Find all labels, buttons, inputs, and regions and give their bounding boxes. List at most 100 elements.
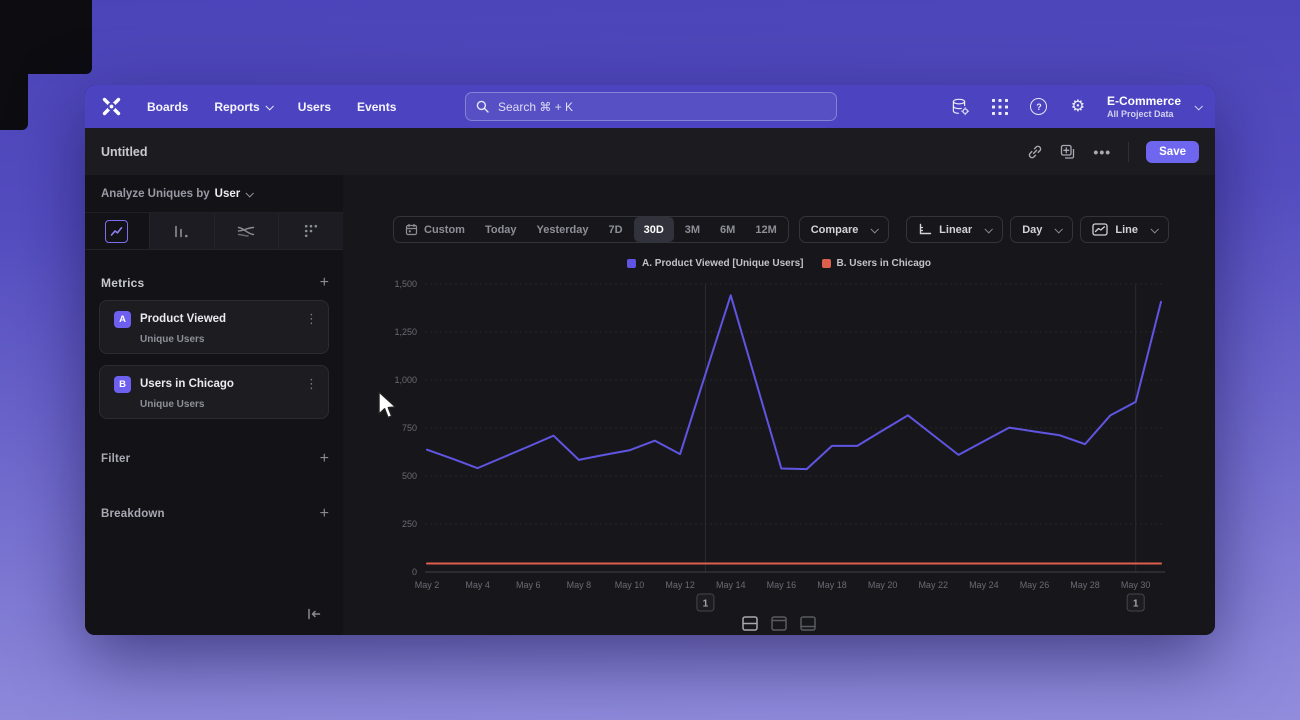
viz-type-tabs [85,212,343,250]
layout-toggle-bottom-view[interactable] [799,615,817,632]
chevron-down-icon [245,189,255,198]
more-icon[interactable]: ••• [1093,143,1112,160]
mixpanel-logo-icon[interactable] [100,95,123,118]
chevron-down-icon [1150,224,1159,234]
title-actions: ••• Save [1027,140,1215,163]
y-tick-label: 1,250 [394,327,417,337]
apps-grid-icon[interactable] [990,97,1010,117]
metrics-list: A Product Viewed Unique Users ⋮ B Users in Ch… [99,300,329,430]
chevron-down-icon [1054,224,1064,234]
settings-gear-icon[interactable]: ⚙ [1070,97,1086,115]
y-tick-label: 1,000 [394,375,417,385]
nav-left: Boards Reports Users Events [85,95,396,118]
date-range-custom[interactable]: Custom [395,217,475,242]
metric-card-b[interactable]: B Users in Chicago Unique Users ⋮ [99,365,329,419]
layout-toggle-split-view[interactable] [741,615,759,632]
project-selector[interactable]: E-Commerce All Project Data [1106,94,1203,119]
desktop-artifact [0,0,28,130]
search-placeholder: Search ⌘ + K [498,99,574,114]
duplicate-icon[interactable] [1060,144,1076,160]
annotation-badge[interactable] [696,593,715,612]
nav-item-users[interactable]: Users [297,99,332,114]
metric-badge: A [114,311,131,328]
interval-dropdown[interactable]: Day [1010,216,1074,243]
scale-dropdown[interactable]: Linear [906,216,1004,243]
viz-tab-insights-line[interactable] [85,213,149,249]
help-icon[interactable]: ? [1029,97,1049,117]
svg-text:1: 1 [703,599,709,610]
date-range-segmented-control: Custom Today Yesterday 7D 30D 3M 6M 12M [393,216,789,243]
add-filter-button[interactable]: + [319,450,329,467]
viz-tab-flow[interactable] [213,213,279,249]
chevron-down-icon [984,224,994,234]
kebab-menu-icon[interactable]: ⋮ [305,311,318,326]
viz-tab-retention[interactable] [278,213,343,249]
y-tick-label: 750 [402,423,417,433]
project-name: E-Commerce [1106,94,1181,108]
date-range-12m[interactable]: 12M [755,223,777,236]
compare-button[interactable]: Compare [798,216,890,243]
add-metric-button[interactable]: + [319,274,329,291]
line-chart-icon [111,226,123,236]
legend-swatch [627,259,636,268]
analyze-prefix: Analyze Uniques by [101,188,210,200]
chart-legend: A. Product Viewed [Unique Users] B. Users… [343,258,1215,269]
data-management-icon[interactable] [951,97,971,117]
layout-toggles [343,615,1215,632]
app-window: Boards Reports Users Events Search ⌘ + K [85,85,1215,635]
legend-item[interactable]: A. Product Viewed [Unique Users] [627,258,804,269]
date-range-3m[interactable]: 3M [684,223,701,236]
chevron-down-icon [870,224,880,234]
save-button[interactable]: Save [1146,140,1199,163]
x-tick-label: May 16 [767,580,797,590]
date-range-today[interactable]: Today [484,223,517,236]
controls-row: Custom Today Yesterday 7D 30D 3M 6M 12M Compare… [393,216,1169,243]
query-sidebar: Analyze Uniques by User [85,175,344,635]
layout-toggle-top-view[interactable] [770,615,788,632]
x-tick-label: May 4 [465,580,490,590]
x-tick-label: May 22 [918,580,948,590]
nav-menu: Boards Reports Users Events [147,100,396,114]
calendar-icon [405,224,418,236]
top-navbar: Boards Reports Users Events Search ⌘ + K [85,85,1215,128]
nav-right: ? ⚙ E-Commerce All Project Data [951,85,1203,128]
x-tick-label: May 24 [969,580,999,590]
x-tick-label: May 2 [415,580,440,590]
date-range-6m[interactable]: 6M [720,223,736,236]
filter-label: Filter [101,453,131,465]
report-titlebar: Untitled ••• Save [85,128,1215,175]
metric-card-a[interactable]: A Product Viewed Unique Users ⋮ [99,300,329,354]
nav-item-boards[interactable]: Boards [147,99,189,114]
chart-style-dropdown[interactable]: Line [1080,216,1169,243]
x-tick-label: May 26 [1020,580,1050,590]
annotation-badge[interactable] [1126,593,1145,612]
divider [1128,141,1130,162]
line-chart: 0 250 500 750 1,000 1,250 1,500 May 2 May 4 May 6… [394,280,1165,612]
x-tick-label: May 14 [716,580,746,590]
legend-swatch [821,259,831,268]
kebab-menu-icon[interactable]: ⋮ [305,376,318,391]
x-tick-label: May 20 [868,580,898,590]
analyze-by-dropdown[interactable]: User [215,188,255,200]
metrics-header: Metrics + [101,274,329,291]
collapse-sidebar-icon[interactable] [307,607,321,625]
search-input[interactable]: Search ⌘ + K [465,92,837,121]
chevron-down-icon [1194,101,1203,111]
y-tick-label: 250 [402,519,417,529]
nav-item-events[interactable]: Events [357,99,397,114]
viz-tab-bar[interactable] [148,213,214,249]
line-style-icon [1092,223,1109,236]
filter-row: Filter + [101,450,329,467]
x-tick-label: May 6 [516,580,541,590]
report-title[interactable]: Untitled [101,144,148,159]
date-range-7d[interactable]: 7D [608,223,623,236]
legend-item[interactable]: B. Users in Chicago [821,258,931,269]
chart-series[interactable] [426,294,1162,471]
date-range-yesterday[interactable]: Yesterday [536,223,589,236]
date-range-30d[interactable]: 30D [633,217,674,242]
chart-panel: Custom Today Yesterday 7D 30D 3M 6M 12M Compare… [343,175,1215,635]
metric-badge: B [114,376,131,393]
nav-item-reports[interactable]: Reports [214,100,274,114]
add-breakdown-button[interactable]: + [319,505,329,522]
link-icon[interactable] [1027,144,1043,160]
